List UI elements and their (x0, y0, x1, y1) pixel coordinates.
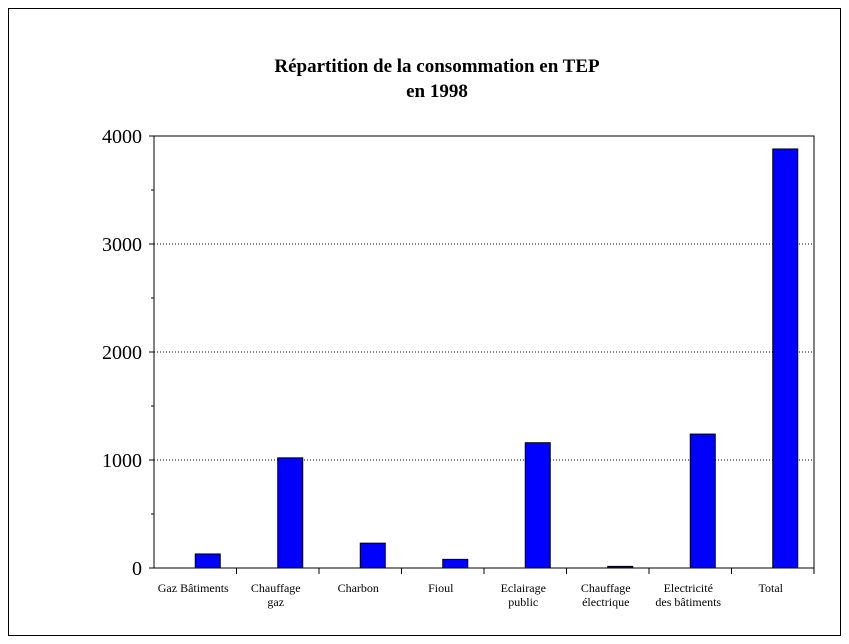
chart-title: Répartition de la consommation en TEP en … (274, 56, 600, 102)
y-tick-label: 1000 (102, 450, 142, 472)
y-tick-label: 4000 (102, 126, 142, 148)
x-tick-label: Fioul (428, 581, 454, 595)
y-tick-label: 3000 (102, 234, 142, 256)
bar (442, 558, 469, 569)
x-tick-label: Eclairage public (501, 581, 546, 609)
bar (689, 433, 716, 569)
x-tick-label: Gaz Bâtiments (158, 581, 229, 595)
bar (359, 542, 386, 569)
x-tick-label: Electricité des bâtiments (655, 581, 721, 609)
y-tick-label: 0 (132, 558, 142, 580)
x-tick-label: Chauffage gaz (251, 581, 301, 609)
bar (194, 553, 221, 569)
bar (277, 457, 304, 569)
bar (772, 148, 799, 569)
x-tick-label: Total (759, 581, 784, 595)
x-tick-label: Chauffage électrique (581, 581, 631, 609)
y-tick-label: 2000 (102, 342, 142, 364)
bar (607, 565, 634, 569)
chart-border (8, 8, 841, 636)
x-tick-label: Charbon (338, 581, 379, 595)
bar (524, 442, 551, 569)
